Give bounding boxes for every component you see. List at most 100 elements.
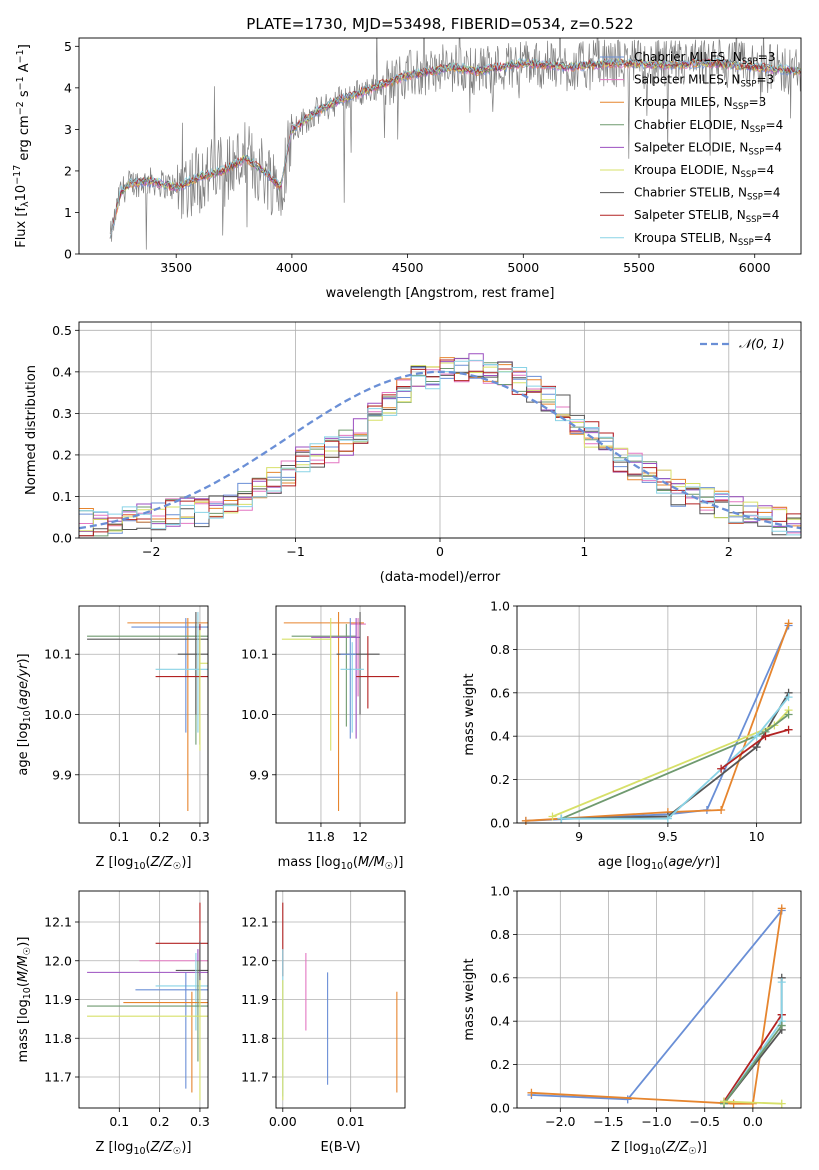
- mass_vs_ebv-ytick-label: 11.8: [241, 1031, 269, 1046]
- spectrum-xtick-label: 5000: [507, 260, 539, 275]
- mass-weight-line: [723, 1024, 783, 1105]
- age_vs_Z-frame: [78, 605, 209, 824]
- age_vs_Z-ytick-label: 10.1: [44, 647, 72, 662]
- spectrum-xlabel: wavelength [Angstrom, rest frame]: [326, 286, 555, 301]
- massweight_vs_Z-xtick-label: −1.0: [641, 1114, 671, 1129]
- mass-weight-line: [561, 696, 790, 820]
- massweight_vs_Z-xtick-label: −0.5: [690, 1114, 720, 1129]
- age_vs_Z-xtick-label: 0.3: [190, 829, 210, 844]
- mass-weight-line: [723, 1100, 782, 1105]
- massweight_vs_age-ytick-label: 0.4: [490, 729, 510, 744]
- age_vs_Z-ylabel-part: 10: [22, 710, 33, 722]
- spectrum-ytick-label: 5: [64, 39, 72, 54]
- legend-tail: =4: [756, 163, 774, 177]
- spectrum-ylabel: Flux [fλ10−17 erg cm−2 s−1 A−1]: [12, 44, 32, 248]
- massweight_vs_Z-ytick-label: 0.0: [490, 1101, 510, 1116]
- spectrum-axes: 3500 4000 4500 5000 5500 6000 0 1 2 3 4 5: [64, 39, 771, 275]
- spectrum-ylabel-part: ]: [17, 44, 32, 49]
- mass_vs_Z-ylabel-part: M/M: [16, 955, 31, 982]
- age_vs_Z-xlabel-part: ☉: [173, 861, 182, 872]
- mass_vs_Z-xlabel-part: ☉: [173, 1146, 182, 1157]
- massweight_vs_Z-xlabel-part: ☉: [688, 1146, 697, 1157]
- mass_vs_ebv-ytick-label: 11.9: [241, 992, 269, 1007]
- age_vs_mass-xlabel-part: M/M: [358, 855, 385, 870]
- mass_vs_Z-xlabel-part: 10: [133, 1146, 145, 1157]
- residual_histogram-ytick-label: 0.3: [52, 406, 72, 421]
- massweight_vs_age-ylabel-part: mass weight: [462, 673, 477, 755]
- massweight_vs_Z-ytick-label: 0.8: [490, 927, 510, 942]
- mass_vs_Z-ytick-label: 11.7: [44, 1070, 72, 1085]
- residual_histogram-xtick-label: −1: [286, 544, 304, 559]
- mass_vs_Z-ylabel: mass [log10(M/M☉)]: [16, 937, 33, 1063]
- mass-weight-marker: [521, 816, 530, 825]
- gaussian-reference-line: [79, 370, 801, 530]
- mass_vs_Z-xtick-label: 0.1: [109, 1114, 129, 1129]
- mass_vs_Z-ylabel-part: 10: [22, 987, 33, 999]
- legend-tail: =3: [749, 95, 767, 109]
- age_vs_mass-ytick-label: 9.9: [249, 767, 269, 782]
- massweight_vs_Z-xlabel-part: Z/Z: [665, 1140, 689, 1155]
- residual_histogram-xlabel-part: (data-model)/error: [380, 570, 501, 585]
- age_vs_Z-ytick-label: 9.9: [52, 767, 72, 782]
- legend-label: Kroupa STELIB, N: [634, 231, 738, 245]
- legend-subscript: SSP: [738, 238, 754, 248]
- mass-weight-line: [525, 625, 790, 822]
- age-mass-errorbars: [281, 612, 400, 811]
- mass-weight-marker: [663, 814, 672, 823]
- mass-weight-line: [552, 709, 790, 818]
- spectrum-ylabel-part: Flux [f: [14, 207, 29, 248]
- age_vs_Z-xtick-label: 0.2: [150, 829, 170, 844]
- legend-entry: 𝒩(0, 1): [739, 336, 785, 351]
- massweight_vs_age-xlabel-part: 10: [651, 861, 663, 872]
- mass_vs_ebv-ytick-label: 11.7: [241, 1070, 269, 1085]
- massweight_vs_Z-ylabel-part: mass weight: [462, 958, 477, 1040]
- age_vs_Z-ylabel-part: age [log: [16, 722, 31, 775]
- legend-entry: Kroupa MILES, NSSP=3: [634, 95, 766, 112]
- mass-z-errorbars: [87, 902, 208, 1101]
- massweight_vs_Z-ytick-label: 0.2: [490, 1057, 510, 1072]
- massweight_vs_Z-xtick-label: −2.0: [545, 1114, 575, 1129]
- mass-weight-marker: [784, 710, 793, 719]
- age_vs_Z-ylabel-part: age/yr: [16, 662, 31, 705]
- legend-label: Salpeter ELODIE, N: [634, 140, 748, 154]
- mass-weight-marker: [752, 732, 761, 741]
- spectrum-ylabel-part: erg cm: [17, 115, 32, 164]
- residual_histogram-xlabel: (data-model)/error: [380, 570, 501, 585]
- legend-entry: Chabrier MILES, NSSP=3: [634, 50, 775, 67]
- age_vs_Z-xlabel-part: )]: [181, 855, 191, 870]
- massweight_vs_Z-xlabel-part: )]: [697, 1140, 707, 1155]
- massweight_vs_age-xlabel-part: (: [663, 855, 668, 870]
- age_vs_Z-ylabel: age [log10(age/yr)]: [16, 653, 33, 775]
- legend-entry: Salpeter STELIB, NSSP=4: [634, 208, 779, 225]
- spectrum-model-line: [109, 59, 801, 239]
- mass_vs_Z-ylabel-part: ☉: [22, 947, 33, 956]
- mass-weight-marker: [752, 743, 761, 752]
- age_vs_mass-xlabel-part: (: [353, 855, 358, 870]
- age_vs_Z-xlabel-part: Z/Z: [150, 855, 174, 870]
- legend-tail: =3: [758, 50, 776, 64]
- age_vs_Z-xtick-label: 0.1: [109, 829, 129, 844]
- mass-weight-line: [525, 623, 790, 822]
- age_vs_Z-xlabel-part: Z [log: [96, 855, 134, 870]
- age_vs_Z-xlabel-part: 10: [133, 861, 145, 872]
- spectrum-ytick-label: 0: [64, 247, 72, 262]
- legend-entry: Kroupa ELODIE, NSSP=4: [634, 163, 774, 180]
- legend-subscript: SSP: [741, 170, 757, 180]
- mass_vs_Z-axes: 0.1 0.2 0.3 11.7 11.8 11.9 12.0 12.1: [44, 891, 210, 1129]
- spectrum-frame: [78, 37, 802, 255]
- massweight_vs_age-series: [521, 619, 793, 825]
- mass_vs_Z-ytick-label: 12.0: [44, 953, 72, 968]
- legend-label: Chabrier ELODIE, N: [634, 118, 750, 132]
- spectrum-xlabel-part: wavelength [Angstrom, rest frame]: [326, 286, 555, 301]
- mass_vs_Z-ylabel-part: )]: [16, 937, 31, 947]
- legend-label: Kroupa MILES, N: [634, 95, 733, 109]
- massweight_vs_age-ytick-label: 1.0: [490, 599, 510, 614]
- mass_vs_ebv-frame: [275, 890, 406, 1109]
- age_vs_mass-xtick-label: 11.8: [307, 829, 335, 844]
- legend-label: Chabrier MILES, N: [634, 50, 742, 64]
- spectrum-ytick-label: 2: [64, 163, 72, 178]
- legend-entry: Salpeter ELODIE, NSSP=4: [634, 140, 782, 157]
- massweight_vs_Z-ylabel: mass weight: [462, 958, 477, 1040]
- mass_vs_Z-ylabel-part: mass [log: [16, 999, 31, 1062]
